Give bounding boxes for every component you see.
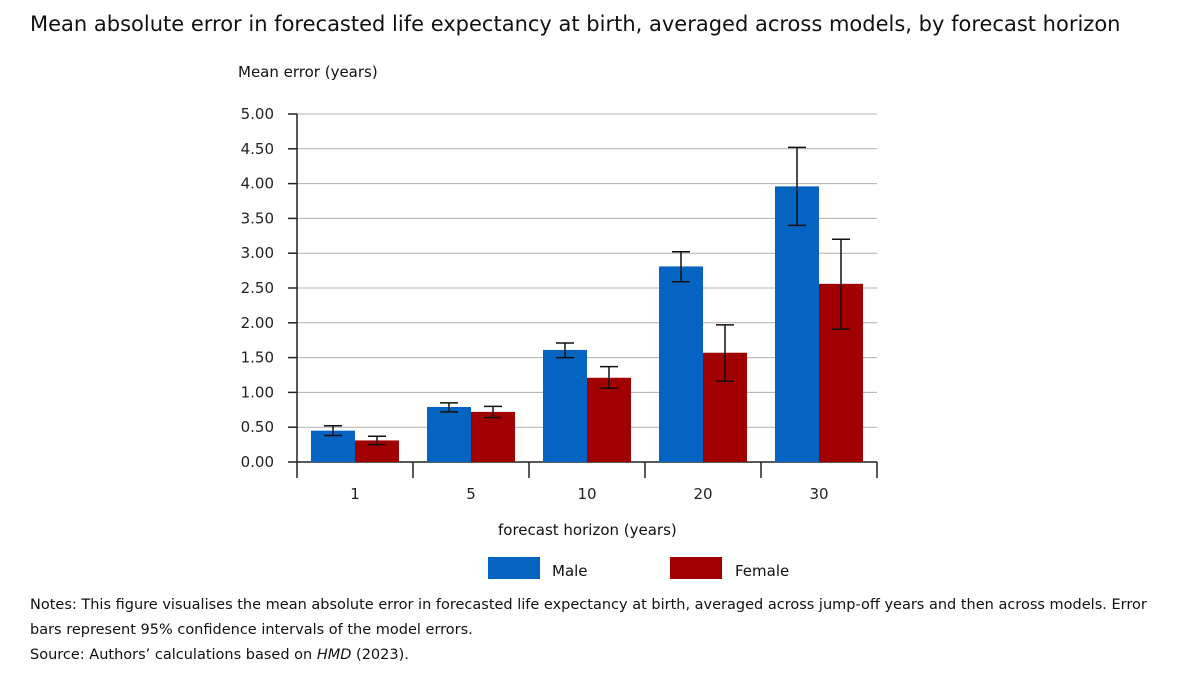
source-suffix: (2023). <box>351 647 409 663</box>
bar-male-30 <box>775 186 819 462</box>
x-axis-label: forecast horizon (years) <box>498 521 677 539</box>
bar-male-5 <box>427 407 471 462</box>
legend: Male Female <box>488 557 808 581</box>
legend-swatch-female <box>670 557 722 579</box>
x-tick-label: 5 <box>466 485 476 503</box>
source-prefix: Source: Authors’ calculations based on <box>30 647 317 663</box>
legend-label-female: Female <box>735 562 790 580</box>
source-reference: HMD <box>316 647 352 663</box>
y-axis-label: Mean error (years) <box>238 63 378 81</box>
bar-female-1 <box>355 440 399 462</box>
notes: Notes: This figure visualises the mean a… <box>30 593 1150 668</box>
y-tick-label: 4.50 <box>241 140 274 158</box>
bar-male-10 <box>543 349 587 462</box>
bar-male-20 <box>659 266 703 462</box>
legend-swatch-male <box>488 557 540 579</box>
y-tick-label: 1.00 <box>241 383 274 401</box>
source-text: Source: Authors’ calculations based on H… <box>30 643 1150 668</box>
y-tick-label: 3.50 <box>241 209 274 227</box>
x-tick-label: 20 <box>693 485 712 503</box>
y-tick-label: 3.00 <box>241 244 274 262</box>
y-tick-label: 1.50 <box>241 349 274 367</box>
y-tick-label: 2.00 <box>241 314 274 332</box>
x-tick-label: 30 <box>809 485 828 503</box>
x-tick-label: 10 <box>577 485 596 503</box>
y-tick-label: 0.50 <box>241 418 274 436</box>
y-tick-label: 4.00 <box>241 175 274 193</box>
y-tick-label: 5.00 <box>241 105 274 123</box>
y-tick-label: 0.00 <box>241 453 274 471</box>
x-tick-label: 1 <box>350 485 360 503</box>
bar-female-5 <box>471 411 515 462</box>
chart-title: Mean absolute error in forecasted life e… <box>30 12 1121 36</box>
bar-female-10 <box>587 377 631 462</box>
notes-text: Notes: This figure visualises the mean a… <box>30 597 1147 638</box>
legend-label-male: Male <box>552 562 588 580</box>
y-tick-label: 2.50 <box>241 279 274 297</box>
